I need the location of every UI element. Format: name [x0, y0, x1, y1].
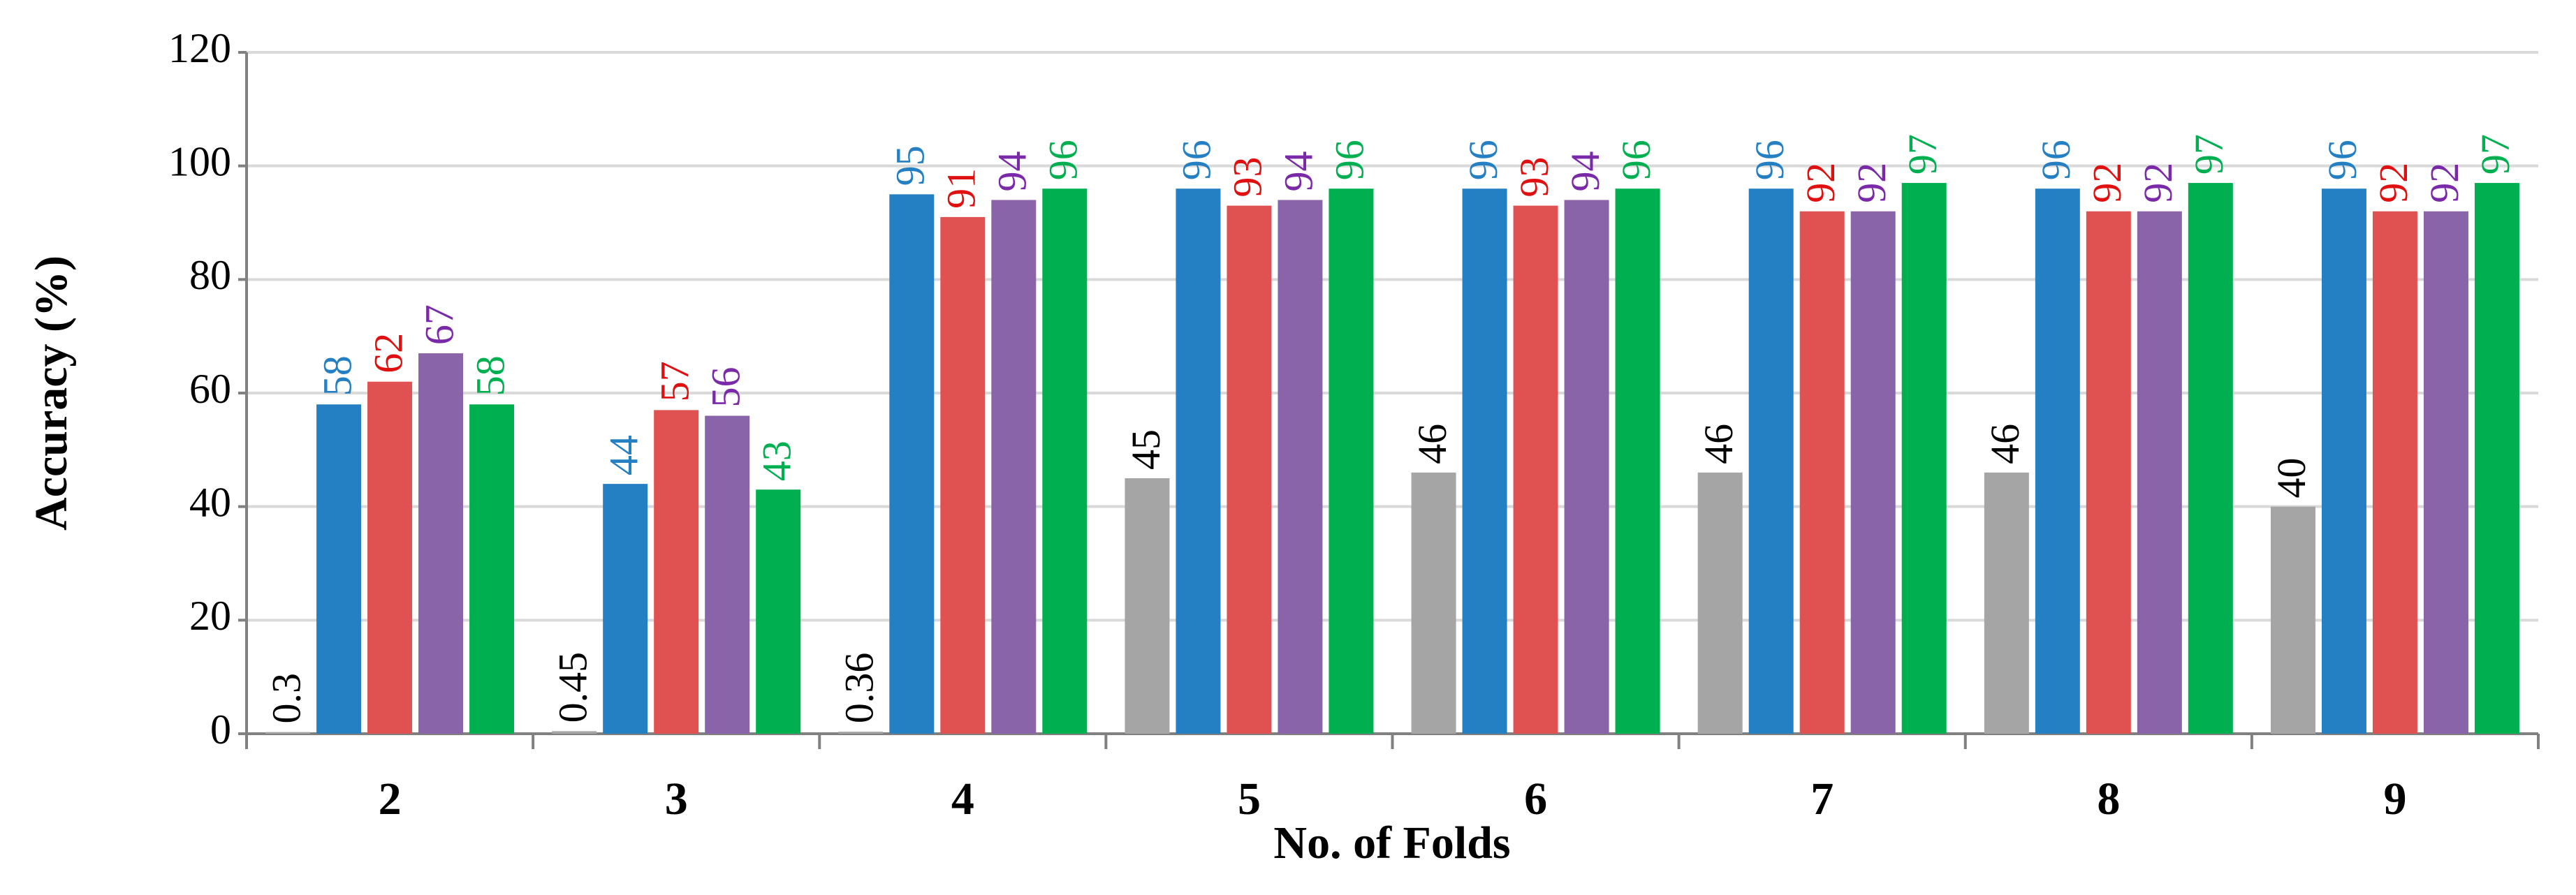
bar [603, 484, 648, 734]
data-label: 95 [888, 145, 933, 186]
data-label: 92 [2371, 163, 2416, 203]
data-label: 46 [1982, 424, 2028, 464]
bar [1227, 205, 1272, 734]
bar [1850, 211, 1896, 734]
bar [1042, 188, 1088, 734]
x-tick-label: 6 [1524, 774, 1547, 824]
data-label: 92 [2135, 163, 2181, 203]
bar [1901, 183, 1947, 734]
data-label: 96 [1747, 140, 1792, 180]
bar [1615, 188, 1660, 734]
bar [2086, 211, 2131, 734]
data-label: 92 [2084, 163, 2130, 203]
bar [1411, 472, 1456, 734]
y-tick-label: 80 [189, 252, 231, 298]
data-label: 96 [2033, 140, 2079, 180]
data-label: 96 [2320, 140, 2365, 180]
bar [469, 404, 515, 734]
data-label: 96 [1613, 140, 1659, 180]
data-label: 97 [2186, 134, 2232, 175]
bar [756, 489, 801, 734]
data-label: 93 [1512, 157, 1557, 198]
data-label: 93 [1225, 157, 1271, 198]
y-tick-label: 0 [210, 707, 231, 753]
bar [1278, 200, 1323, 734]
bar [265, 732, 311, 734]
y-tick-label: 120 [168, 25, 231, 71]
data-label: 67 [416, 304, 462, 345]
x-tick-label: 3 [665, 774, 688, 824]
data-label: 94 [1276, 151, 1322, 191]
bar [2372, 211, 2417, 734]
data-label: 58 [467, 355, 513, 396]
data-label: 92 [1798, 163, 1843, 203]
bar [2270, 506, 2315, 734]
bar [1697, 472, 1743, 734]
x-axis-title: No. of Folds [1273, 818, 1510, 868]
y-tick-label: 100 [168, 138, 231, 184]
bar [1984, 472, 2029, 734]
bar [367, 381, 413, 734]
bar [2188, 183, 2233, 734]
data-label: 56 [703, 367, 749, 408]
data-label: 91 [939, 168, 984, 209]
bar [2321, 188, 2366, 734]
data-label: 97 [1900, 134, 1945, 175]
data-label: 0.3 [263, 673, 309, 724]
data-label: 96 [1461, 140, 1506, 180]
data-label: 97 [2473, 134, 2518, 175]
bar [1564, 200, 1609, 734]
bar [418, 353, 464, 734]
x-tick-label: 5 [1238, 774, 1261, 824]
bar [654, 410, 699, 734]
data-label: 0.45 [550, 652, 596, 723]
data-label: 94 [990, 151, 1035, 191]
bar [991, 200, 1037, 734]
data-label: 46 [1696, 424, 1741, 464]
bar [1176, 188, 1221, 734]
data-label: 92 [2422, 163, 2467, 203]
data-label: 44 [601, 435, 647, 475]
bar [552, 731, 597, 734]
data-label: 96 [1041, 140, 1086, 180]
x-tick-label: 4 [951, 774, 974, 824]
bar [1799, 211, 1845, 734]
data-label: 40 [2269, 458, 2314, 498]
data-label: 0.36 [837, 653, 882, 724]
bar [838, 732, 884, 734]
data-label: 96 [1327, 140, 1373, 180]
data-label: 46 [1410, 424, 1455, 464]
data-label: 43 [754, 441, 800, 481]
bar [1329, 188, 1374, 734]
y-tick-label: 20 [189, 593, 231, 639]
y-axis-title: Accuracy (%) [26, 256, 77, 531]
data-label: 92 [1849, 163, 1894, 203]
bar [1513, 205, 1558, 734]
bar [1125, 478, 1170, 734]
data-label: 45 [1123, 429, 1169, 470]
bar [705, 415, 750, 734]
bar [1748, 188, 1794, 734]
x-tick-label: 8 [2097, 774, 2120, 824]
bar [2035, 188, 2080, 734]
x-tick-label: 2 [379, 774, 402, 824]
bar [2423, 211, 2468, 734]
data-label: 57 [652, 361, 698, 401]
x-tick-label: 9 [2383, 774, 2406, 824]
data-label: 94 [1563, 151, 1608, 191]
x-tick-label: 7 [1810, 774, 1834, 824]
bar [889, 194, 935, 734]
data-label: 62 [365, 333, 411, 373]
bar [1462, 188, 1507, 734]
data-label: 96 [1174, 140, 1220, 180]
bar [2137, 211, 2182, 734]
bar [940, 216, 986, 734]
bar [2474, 183, 2519, 734]
bar [316, 404, 362, 734]
y-tick-label: 60 [189, 366, 231, 412]
y-tick-label: 40 [189, 479, 231, 525]
data-label: 58 [314, 355, 360, 396]
